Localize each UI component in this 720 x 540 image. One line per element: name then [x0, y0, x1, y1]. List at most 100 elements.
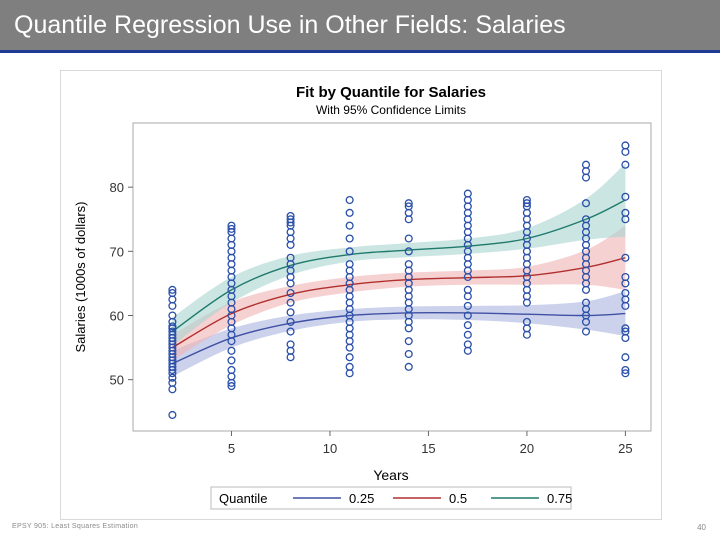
chart-title: Fit by Quantile for Salaries: [296, 84, 486, 101]
chart-figure: Fit by Quantile for Salaries With 95% Co…: [60, 70, 662, 520]
x-axis-label: Years: [373, 467, 408, 483]
data-point: [227, 382, 236, 391]
quantile-chart: Fit by Quantile for Salaries With 95% Co…: [73, 84, 652, 510]
data-point: [621, 327, 630, 336]
footer-course: EPSY 905: Least Squares Estimation: [12, 523, 139, 530]
x-tick-label: 10: [323, 441, 337, 456]
data-point: [621, 324, 630, 333]
y-tick-label: 70: [110, 244, 124, 259]
data-point: [463, 301, 472, 310]
data-point: [168, 285, 177, 294]
data-point: [621, 272, 630, 282]
data-point: [227, 224, 236, 233]
data-point: [581, 215, 591, 224]
x-tick-label: 15: [421, 441, 435, 456]
slide-title: Quantile Regression Use in Other Fields:…: [14, 11, 566, 39]
data-point: [345, 221, 354, 230]
data-point: [463, 330, 472, 339]
data-point: [621, 288, 630, 298]
legend-box: [210, 486, 572, 510]
title-underline: [0, 50, 720, 53]
data-point: [404, 202, 413, 211]
data-point: [404, 247, 413, 256]
legend-label-q0.75: 0.75: [547, 491, 572, 506]
data-point: [404, 199, 413, 208]
data-point: [345, 362, 354, 371]
data-point: [286, 308, 295, 317]
data-point: [463, 189, 472, 198]
data-point: [168, 288, 177, 298]
data-point: [286, 211, 295, 221]
slide-title-bar: Quantile Regression Use in Other Fields:…: [0, 0, 720, 50]
y-tick-label: 80: [110, 180, 124, 195]
band-q0.5: [172, 225, 626, 361]
data-point: [286, 327, 295, 336]
data-point: [404, 234, 413, 243]
data-point: [463, 340, 472, 349]
legend-items: 0.25 0.5 0.75: [293, 491, 572, 506]
data-point: [286, 317, 295, 326]
data-point: [621, 353, 630, 362]
y-tick-label: 60: [110, 309, 124, 324]
data-point: [345, 195, 354, 205]
legend-label-q0.25: 0.25: [349, 491, 374, 506]
data-point: [286, 298, 295, 307]
page-number: 40: [697, 523, 706, 532]
data-point: [227, 346, 236, 355]
data-point: [463, 321, 472, 330]
data-point: [345, 208, 354, 217]
data-point: [168, 373, 177, 382]
data-point: [621, 141, 630, 150]
data-point: [621, 253, 630, 262]
data-point: [621, 160, 630, 169]
y-axis: 50 60 70 80: [110, 180, 133, 388]
x-tick-label: 25: [618, 441, 632, 456]
data-point: [404, 362, 413, 371]
data-point: [286, 288, 295, 298]
data-point: [345, 260, 354, 269]
y-tick-label: 50: [110, 373, 124, 388]
x-tick-label: 5: [228, 441, 235, 456]
data-point: [168, 410, 177, 420]
chart-subtitle: With 95% Confidence Limits: [316, 103, 466, 117]
data-point: [227, 365, 236, 375]
data-point: [168, 378, 177, 387]
confidence-bands: [172, 163, 626, 377]
y-axis-label: Salaries (1000s of dollars): [73, 201, 88, 352]
data-point: [621, 192, 630, 201]
data-point: [581, 199, 591, 208]
data-point: [168, 311, 177, 320]
band-q0.25: [172, 291, 626, 377]
data-point: [581, 298, 591, 307]
data-point: [621, 208, 630, 217]
data-point: [581, 160, 591, 169]
data-point: [404, 349, 413, 359]
data-point: [345, 234, 354, 243]
data-point: [522, 317, 531, 326]
data-point: [345, 247, 354, 256]
data-point: [227, 221, 236, 230]
data-point: [404, 337, 413, 346]
data-point: [621, 369, 630, 378]
data-point: [522, 199, 531, 208]
data-point: [168, 322, 177, 331]
data-point: [522, 195, 531, 205]
scatter-points: [168, 141, 630, 420]
data-point: [286, 340, 295, 349]
data-point: [404, 260, 413, 269]
data-point: [286, 215, 295, 224]
data-point: [227, 356, 236, 365]
data-point: [463, 311, 472, 320]
legend-label-q0.5: 0.5: [449, 491, 467, 506]
x-axis: 5 10 15 20 25: [228, 431, 633, 456]
data-point: [621, 365, 630, 375]
data-point: [286, 253, 295, 262]
data-point: [168, 327, 177, 336]
data-point: [581, 327, 591, 336]
band-q0.75: [172, 163, 626, 346]
line-q0.75: [171, 199, 626, 333]
legend-title: Quantile: [219, 491, 267, 506]
data-point: [463, 285, 472, 294]
x-tick-label: 20: [520, 441, 534, 456]
data-point: [345, 353, 354, 362]
